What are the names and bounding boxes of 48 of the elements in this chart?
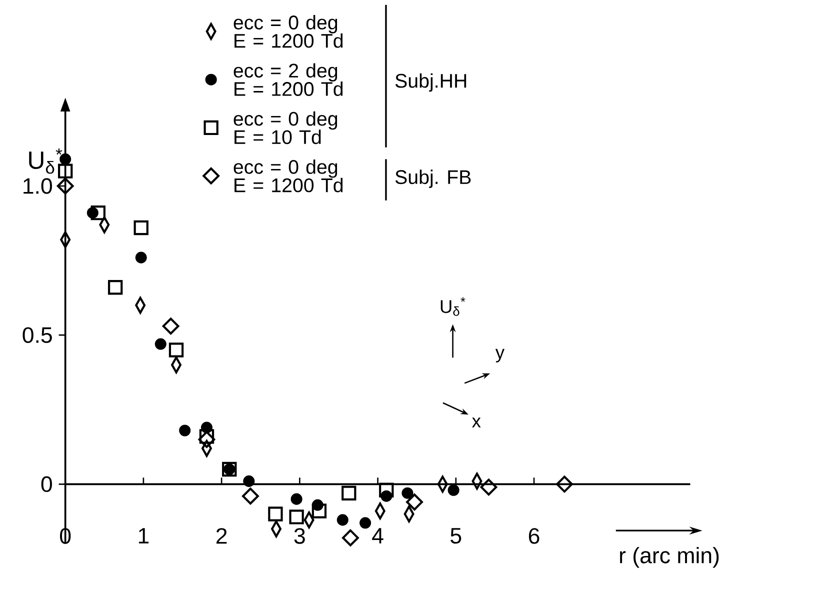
x-tick-label: 3 (294, 528, 305, 544)
annotation: Subj. FB (395, 170, 471, 188)
x-tick-label: 2 (216, 528, 227, 544)
point (242, 488, 259, 505)
point (179, 424, 191, 437)
point (448, 484, 460, 496)
x-tick-label: 6 (528, 528, 540, 544)
point (290, 494, 302, 506)
point (402, 488, 414, 500)
point (360, 517, 372, 529)
point (342, 530, 359, 547)
annotation: y (495, 349, 505, 363)
point (480, 478, 498, 496)
point (268, 506, 283, 522)
point (342, 486, 356, 501)
point (168, 342, 184, 358)
point (243, 476, 255, 488)
point (154, 338, 166, 350)
point (58, 164, 73, 179)
point (162, 318, 180, 335)
legend-label: ecc = 0 deg E = 1200 Td (234, 15, 343, 48)
point (289, 510, 304, 525)
point (336, 514, 348, 526)
point (198, 431, 216, 448)
point (135, 252, 147, 264)
x-tick-label: 5 (450, 528, 462, 544)
point (60, 154, 72, 166)
y-tick-label: 0.5 (22, 327, 52, 344)
point (556, 476, 573, 493)
x-tick-label: 4 (372, 528, 384, 544)
legend-label: ecc = 0 deg E = 10 Td (234, 112, 338, 144)
x-tick-label: 1 (138, 528, 149, 544)
point (406, 494, 423, 511)
point (312, 504, 327, 519)
point (56, 178, 74, 195)
y-axis-title: U$_{δ}$* (29, 148, 62, 174)
point (379, 483, 394, 498)
point (108, 280, 123, 295)
point (90, 206, 106, 220)
y-tick-label: 1.0 (24, 178, 52, 194)
x-axis-title: r (arc min) (620, 547, 719, 568)
legend-label: ecc = 2 deg E = 1200 Td (234, 63, 343, 96)
point (134, 220, 148, 236)
y-tick-label: 0 (41, 476, 52, 492)
text: Subj.HH (395, 74, 466, 92)
annotation: x (472, 418, 481, 428)
legend-label: ecc = 0 deg E = 1200 Td (234, 160, 343, 192)
annotation: U$_{δ}$* (440, 297, 466, 316)
